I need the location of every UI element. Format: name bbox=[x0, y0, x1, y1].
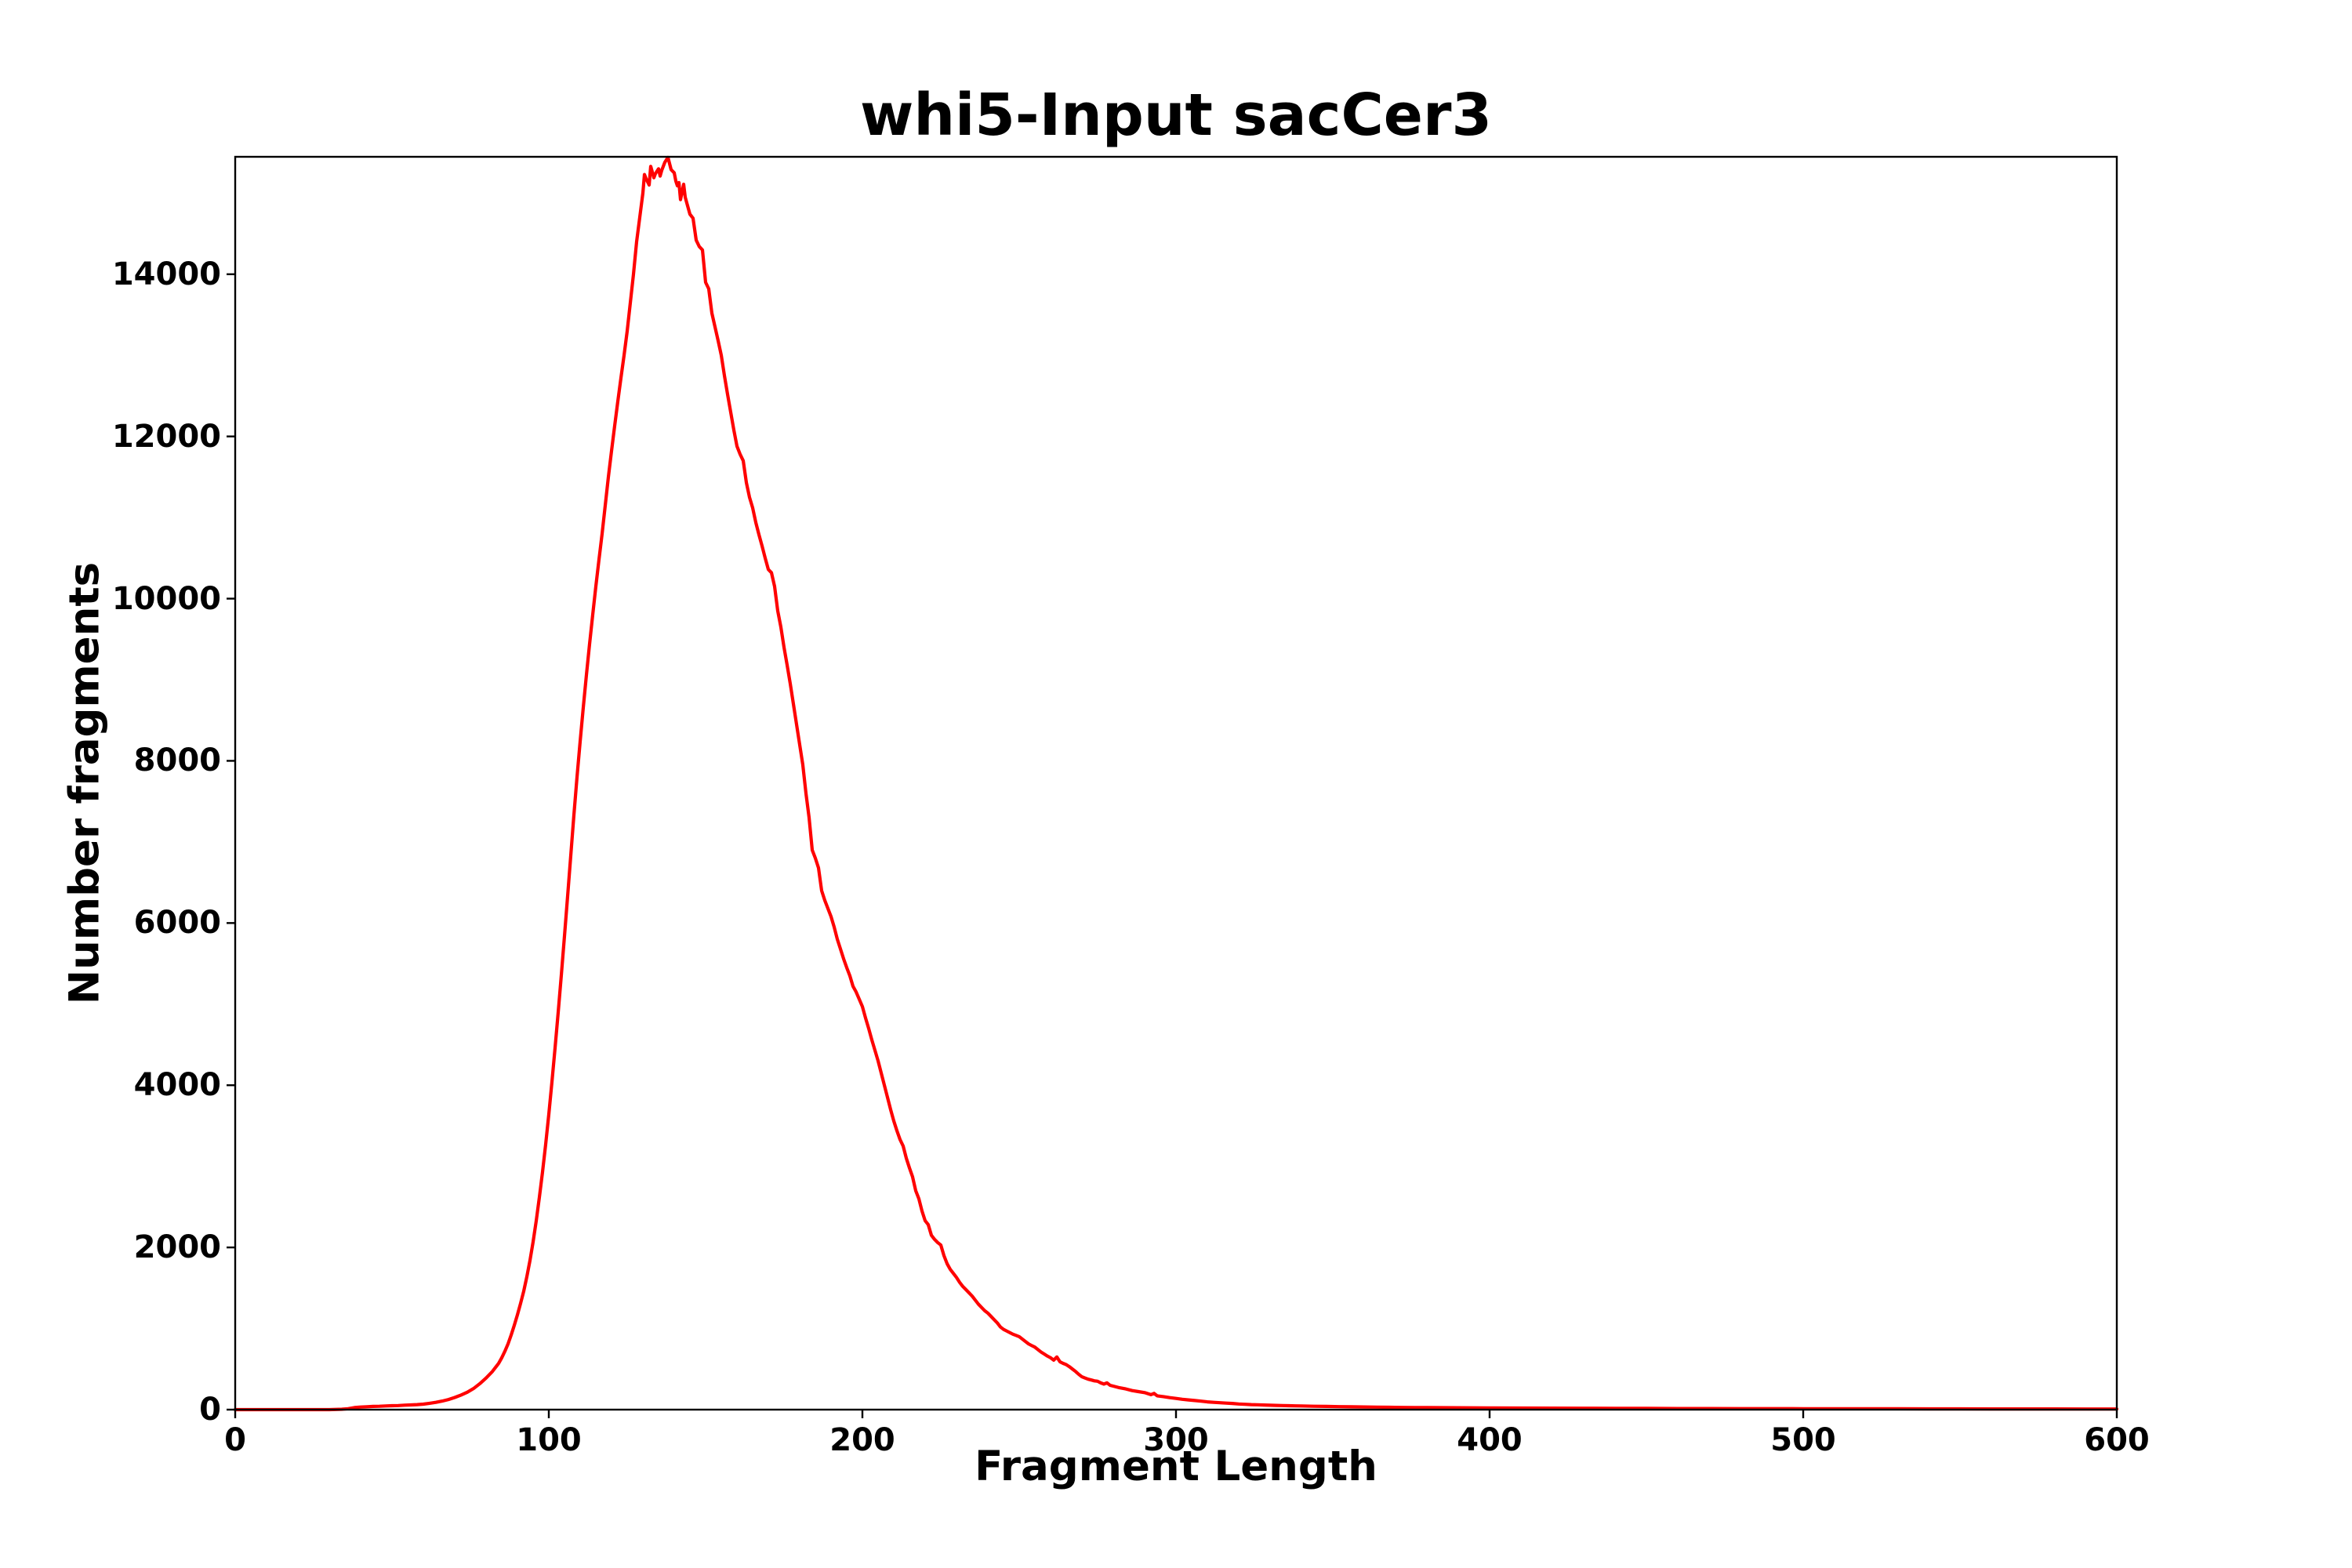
data-line-fragment-length-distribution bbox=[233, 155, 2119, 1412]
plot-border bbox=[234, 155, 2118, 1411]
y-tick-label: 0 bbox=[199, 1392, 221, 1428]
x-tick-label: 0 bbox=[224, 1422, 246, 1458]
y-axis-label: Number fragments bbox=[60, 561, 109, 1005]
y-tick-label: 2000 bbox=[133, 1229, 221, 1266]
y-tick-label: 8000 bbox=[133, 742, 221, 779]
x-tick-label: 500 bbox=[1770, 1422, 1836, 1458]
x-tick-label: 200 bbox=[829, 1422, 895, 1458]
y-tick-label: 12000 bbox=[111, 418, 221, 455]
x-tick-label: 600 bbox=[2084, 1422, 2150, 1458]
y-tick-label: 14000 bbox=[111, 256, 221, 292]
y-tick-label: 10000 bbox=[111, 580, 221, 617]
chart-title: whi5-Input sacCer3 bbox=[860, 82, 1492, 149]
x-tick-label: 400 bbox=[1457, 1422, 1523, 1458]
y-tick-label: 6000 bbox=[133, 905, 221, 942]
y-tick-label: 4000 bbox=[133, 1067, 221, 1104]
x-tick-label: 300 bbox=[1143, 1422, 1209, 1458]
x-axis-label: Fragment Length bbox=[975, 1443, 1377, 1490]
x-tick-label: 100 bbox=[516, 1422, 582, 1458]
